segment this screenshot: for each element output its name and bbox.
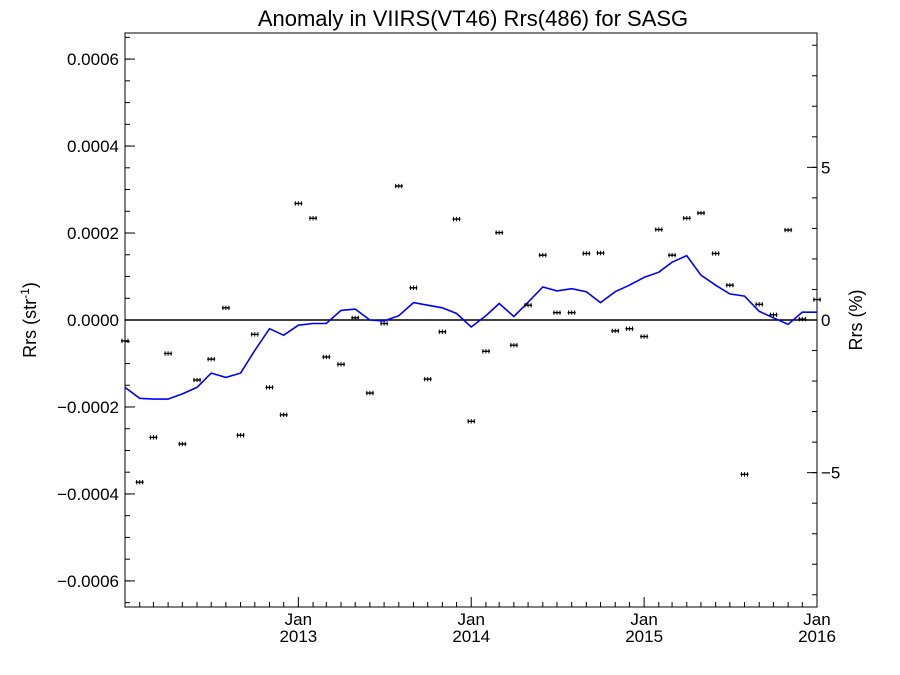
data-point (682, 216, 691, 221)
data-point (784, 227, 793, 233)
y-axis-label: Rrs (str-1) (18, 282, 40, 358)
data-point (567, 310, 576, 315)
anomaly-points (121, 183, 821, 485)
x-tick-label-month: Jan (285, 610, 312, 629)
data-point (798, 316, 807, 322)
data-point (452, 216, 461, 222)
x-tick-label-year: 2014 (452, 627, 490, 646)
data-point (351, 315, 360, 321)
data-point (236, 433, 245, 438)
data-point (294, 201, 303, 206)
y-tick-label: 0.0000 (67, 311, 119, 330)
data-point (596, 250, 605, 256)
y2-tick-label: 0 (821, 311, 830, 330)
x-tick-label-year: 2013 (279, 627, 317, 646)
data-point (438, 329, 447, 334)
data-point (654, 227, 663, 232)
data-point (495, 230, 504, 235)
data-point (509, 343, 518, 348)
data-point (582, 251, 591, 256)
data-point (467, 419, 476, 424)
chart-title: Anomaly in VIIRS(VT46) Rrs(486) for SASG (258, 6, 688, 31)
data-point (769, 312, 778, 317)
data-point (135, 479, 144, 485)
data-point (668, 253, 677, 258)
y2-tick-label: 5 (821, 158, 830, 177)
x-tick-label-month: Jan (458, 610, 485, 629)
data-point (380, 321, 389, 326)
x-tick-label-month: Jan (630, 610, 657, 629)
y-axis-right: 5 0 −5 (807, 44, 840, 596)
data-point (164, 351, 173, 356)
y2-tick-label: −5 (821, 464, 840, 483)
data-point (409, 285, 418, 291)
data-point (221, 305, 230, 311)
data-point (149, 435, 158, 440)
data-point (725, 283, 734, 288)
data-point (309, 216, 318, 221)
trend-line (124, 254, 817, 400)
y-axis-left: 0.0006 0.0004 0.0002 0.0000 −0.0002 −0.0004 −0… (57, 36, 135, 604)
y-tick-label: 0.0006 (67, 50, 119, 69)
data-point (813, 297, 821, 302)
y-tick-label: −0.0004 (57, 485, 119, 504)
data-point (336, 362, 345, 367)
y-tick-label: 0.0002 (67, 224, 119, 243)
y-tick-label: 0.0004 (67, 137, 119, 156)
x-tick-label-month: Jan (803, 610, 830, 629)
data-point (481, 349, 490, 354)
data-point (423, 376, 432, 382)
data-point (611, 328, 620, 334)
data-point (696, 210, 705, 216)
data-point (711, 251, 720, 256)
blue-trend-line (124, 254, 817, 400)
data-point (250, 332, 259, 337)
data-point (394, 183, 403, 189)
data-point (755, 302, 764, 307)
data-point (322, 354, 331, 360)
data-point (178, 441, 187, 447)
data-point (207, 356, 216, 362)
data-point (192, 377, 201, 383)
data-point (121, 338, 129, 344)
y2-axis-label: Rrs (%) (846, 290, 866, 351)
y-tick-label: −0.0002 (57, 398, 119, 417)
data-point (552, 310, 561, 315)
x-tick-label-year: 2015 (625, 627, 663, 646)
data-point (625, 326, 634, 331)
data-point (365, 390, 374, 396)
data-point (265, 385, 274, 390)
data-point (740, 472, 749, 477)
y-tick-label: −0.0006 (57, 572, 119, 591)
data-point (279, 412, 288, 417)
data-point (640, 334, 649, 339)
data-point (524, 303, 533, 308)
x-tick-label-year: 2016 (798, 627, 836, 646)
data-point (538, 253, 547, 258)
